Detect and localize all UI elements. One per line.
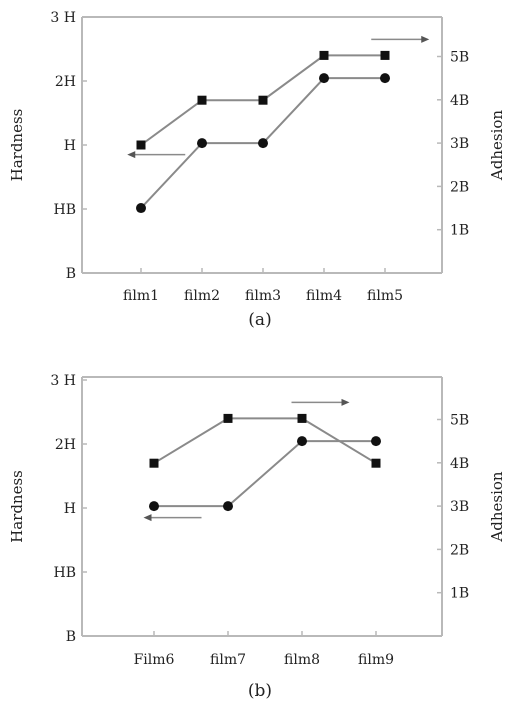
x-tick-label: Film6 bbox=[134, 652, 175, 668]
x-tick-label: film1 bbox=[123, 288, 159, 304]
left-tick-label: H bbox=[64, 138, 76, 154]
left-tick-label: H bbox=[64, 501, 76, 517]
right-tick-label: 1B bbox=[450, 586, 469, 602]
left-axis-title: Hardness bbox=[8, 470, 26, 543]
x-tick-label: film3 bbox=[245, 288, 281, 304]
left-axis-title: Hardness bbox=[8, 109, 26, 182]
right-axis-title: Adhesion bbox=[488, 471, 506, 542]
circle-point bbox=[258, 138, 268, 149]
square-point bbox=[371, 458, 381, 468]
right-tick-label: 1B bbox=[450, 223, 469, 239]
right-tick-label: 2B bbox=[450, 179, 469, 195]
right-tick-label: 3B bbox=[450, 499, 469, 515]
left-tick-label: B bbox=[66, 629, 76, 645]
circle-point bbox=[223, 501, 233, 512]
right-arrow-head bbox=[421, 35, 430, 43]
x-tick-label: film8 bbox=[284, 652, 320, 668]
series-circle-line bbox=[154, 440, 376, 508]
x-tick-label: film2 bbox=[184, 288, 220, 304]
square-point bbox=[297, 413, 307, 423]
left-tick-label: HB bbox=[54, 565, 77, 581]
circle-point bbox=[319, 73, 329, 84]
right-tick-label: 4B bbox=[450, 93, 469, 109]
x-tick-label: film5 bbox=[367, 288, 403, 304]
circle-point bbox=[136, 203, 146, 214]
left-tick-label: B bbox=[66, 266, 76, 282]
x-tick-label: film4 bbox=[306, 288, 342, 304]
left-arrow-head bbox=[143, 514, 152, 522]
left-arrow-head bbox=[127, 151, 136, 159]
right-tick-label: 5B bbox=[450, 413, 469, 429]
right-tick-label: 4B bbox=[450, 456, 469, 472]
square-point bbox=[223, 413, 233, 423]
square-point bbox=[319, 50, 329, 60]
left-tick-label: 3 H bbox=[50, 10, 76, 26]
right-arrow-head bbox=[341, 398, 350, 406]
circle-point bbox=[197, 138, 207, 149]
chart-panel-a: B HB H 2H 3 H 1B 2B 3B 4B 5B film1 film2 film3 film4 f… bbox=[8, 10, 506, 330]
panel-caption: (a) bbox=[248, 310, 271, 330]
square-point bbox=[258, 95, 268, 105]
left-tick-label: 2H bbox=[55, 437, 76, 453]
right-tick-label: 2B bbox=[450, 542, 469, 558]
right-tick-label: 3B bbox=[450, 136, 469, 152]
circle-point bbox=[297, 436, 307, 447]
circle-point bbox=[149, 501, 159, 512]
left-tick-label: HB bbox=[54, 202, 77, 218]
panel-caption: (b) bbox=[248, 681, 272, 701]
chart-panel-b: B HB H 2H 3 H 1B 2B 3B 4B 5B Film6 film7 film8 film9 H… bbox=[8, 373, 506, 701]
left-tick-label: 2H bbox=[55, 74, 76, 90]
square-point bbox=[197, 95, 207, 105]
x-tick-label: film7 bbox=[210, 652, 246, 668]
square-point bbox=[380, 50, 390, 60]
circle-point bbox=[380, 73, 390, 84]
x-tick-label: film9 bbox=[358, 652, 394, 668]
left-tick-label: 3 H bbox=[50, 373, 76, 389]
circle-point bbox=[371, 436, 381, 447]
square-point bbox=[136, 140, 146, 150]
square-point bbox=[149, 458, 159, 468]
right-tick-label: 5B bbox=[450, 50, 469, 66]
right-axis-title: Adhesion bbox=[488, 110, 506, 181]
